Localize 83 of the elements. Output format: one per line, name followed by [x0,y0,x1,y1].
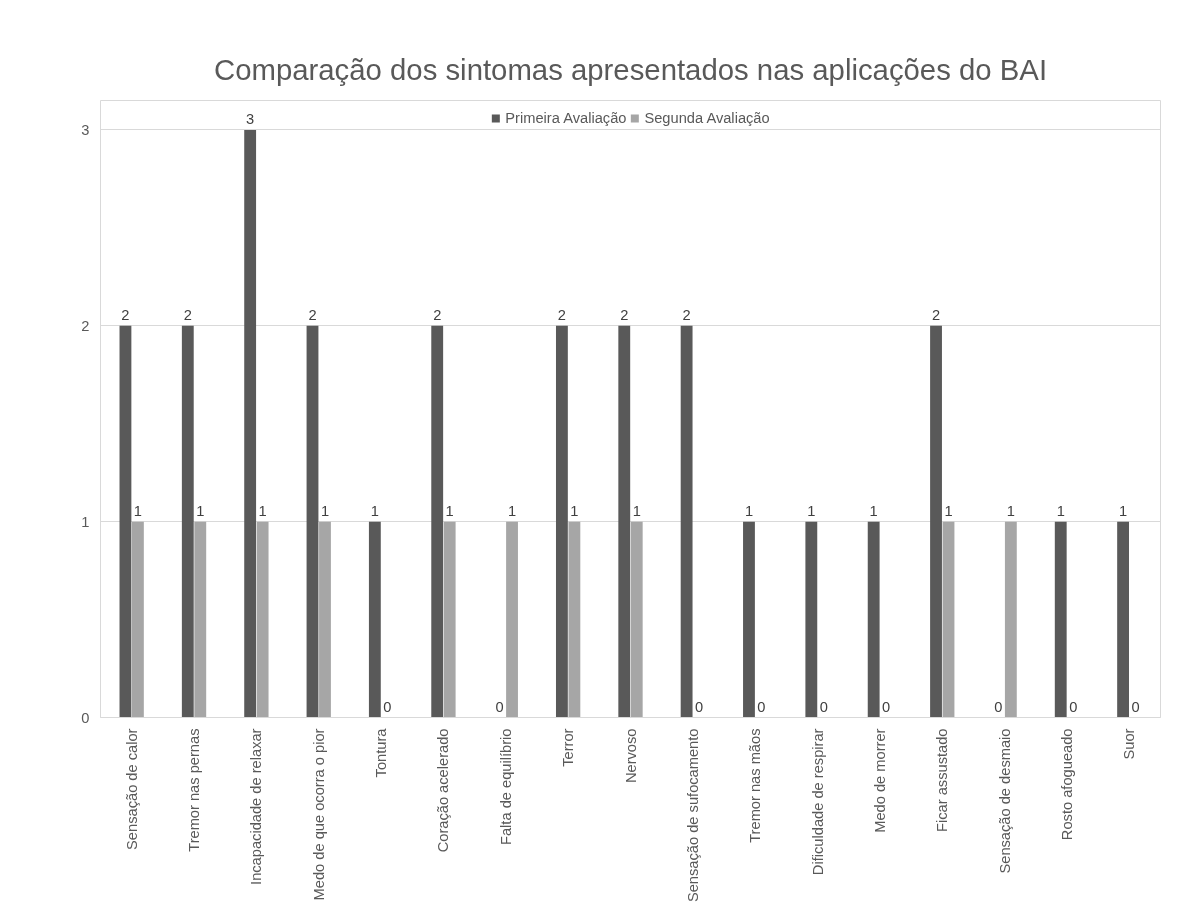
x-tick-label: Falta de equilíbrio [497,728,514,846]
x-tick-label: Tremor nas mãos [747,728,764,843]
x-tick-label: Coração acelerado [435,728,452,853]
x-tick-label: Tontura [373,727,390,778]
bar [1117,521,1130,718]
data-label: 1 [869,502,878,519]
data-label: 0 [882,698,891,715]
bar [256,521,269,718]
data-label: 2 [183,306,192,323]
data-label: 1 [744,502,754,519]
data-label: 1 [320,502,330,519]
data-label: 2 [121,306,130,323]
data-label: 1 [1006,502,1015,519]
data-label: 2 [308,306,317,323]
x-tick-label: Rosto afogueado [1058,728,1075,841]
x-tick-label: Sensação de calor [123,728,140,850]
data-label: 1 [258,502,267,519]
data-label: 1 [632,502,641,519]
data-label: 1 [570,502,579,519]
x-tick-label: Terror [560,728,577,767]
bar [1054,521,1067,718]
data-label: 2 [682,306,691,323]
bar [630,521,643,718]
x-tick-label: Incapacidade de relaxar [248,728,265,885]
data-label: 0 [819,698,828,715]
data-label: 1 [507,502,517,519]
bar [443,521,456,718]
bar [1004,521,1017,718]
y-tick-label: 0 [81,709,90,726]
data-label: 1 [807,502,816,519]
legend-label: Segunda Avaliação [644,110,770,126]
bar [306,325,319,718]
y-tick-label: 3 [81,121,90,138]
data-label: 0 [383,698,392,715]
data-label: 2 [557,306,566,323]
bar [680,325,693,718]
data-label: 2 [620,306,629,323]
bar [506,521,518,718]
data-label: 3 [246,110,255,127]
bar [131,521,144,718]
data-label: 1 [944,502,953,519]
x-tick-label: Tremor nas pernas [186,728,203,852]
data-label: 0 [994,698,1003,715]
bar [942,521,955,718]
data-label: 0 [757,698,766,715]
bar [867,521,880,718]
bar [181,325,194,718]
x-tick-label: Nervoso [622,728,639,784]
bar [930,325,942,718]
bar [805,521,818,718]
bar [319,521,331,718]
bar [244,129,257,718]
data-label: 2 [433,306,442,323]
bar [743,521,755,718]
data-label: 0 [495,698,504,715]
data-label: 1 [196,502,205,519]
y-tick-label: 2 [81,317,90,334]
legend-label: Primeira Avaliação [505,110,627,126]
data-label: 2 [931,306,941,323]
x-tick-label: Medo de que ocorra o pior [310,728,327,901]
data-label: 1 [370,502,379,519]
bar [194,521,207,718]
data-label: 1 [133,502,142,519]
x-tick-label: Sensação de sufocamento [684,728,701,903]
x-tick-label: Sensação de desmaio [996,728,1013,874]
bar [555,325,568,718]
data-label: 0 [1069,698,1078,715]
bar [368,521,381,718]
bar [568,521,581,718]
data-label: 1 [445,502,454,519]
x-tick-label: Ficar assustado [934,728,951,832]
data-label: 0 [695,698,704,715]
x-tick-label: Dificuldade de respirar [809,728,826,876]
bar [431,325,444,718]
bar [618,325,631,718]
y-tick-label: 1 [81,513,90,530]
bar [119,325,132,718]
data-label: 1 [1056,502,1065,519]
x-tick-label: Medo de morrer [871,728,888,833]
data-label: 1 [1119,502,1128,519]
x-tick-label: Suor [1121,728,1138,760]
data-label: 0 [1131,698,1140,715]
chart-title: Comparação dos sintomas apresentados nas aplicações do BAI [213,52,1048,86]
